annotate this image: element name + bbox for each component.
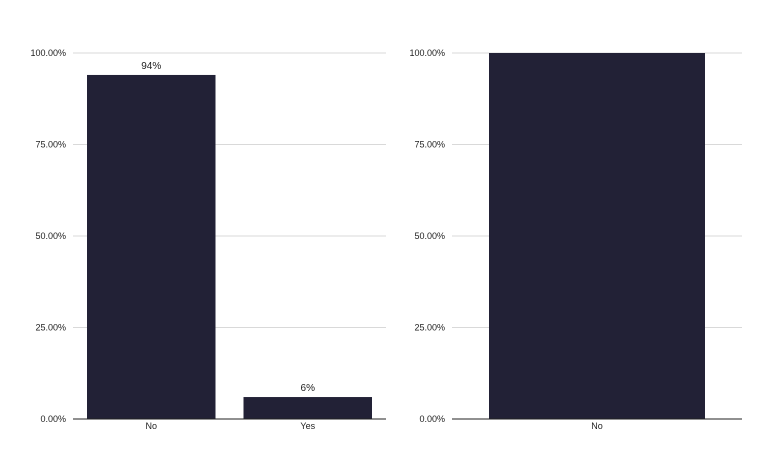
bar (243, 397, 372, 419)
y-tick-label: 100.00% (30, 48, 66, 58)
y-tick-label: 50.00% (414, 231, 445, 241)
data-label: 94% (141, 61, 161, 72)
y-tick-label: 50.00% (35, 231, 66, 241)
y-tick-label: 100.00% (409, 48, 445, 58)
y-tick-label: 25.00% (414, 323, 445, 333)
data-label: 6% (301, 383, 316, 394)
y-tick-label: 75.00% (35, 140, 66, 150)
y-tick-label: 0.00% (419, 414, 445, 424)
bar (87, 74, 216, 420)
y-tick-label: 0.00% (40, 414, 66, 424)
bar (489, 53, 705, 419)
x-tick-label: Yes (300, 421, 315, 431)
y-tick-label: 75.00% (414, 140, 445, 150)
y-tick-label: 25.00% (35, 323, 66, 333)
x-tick-label: No (145, 421, 157, 431)
x-tick-label: No (591, 421, 603, 431)
